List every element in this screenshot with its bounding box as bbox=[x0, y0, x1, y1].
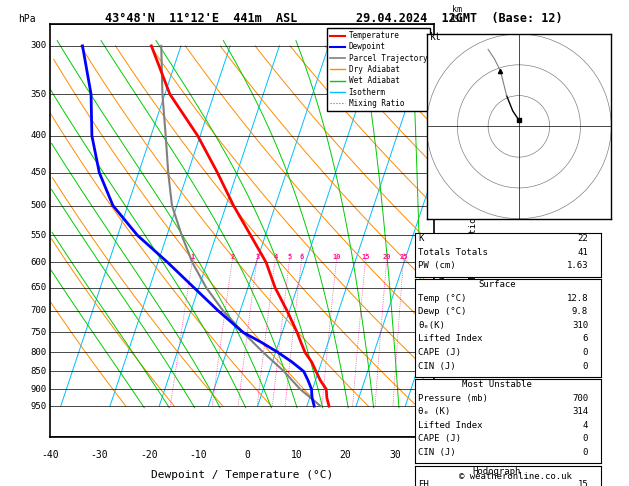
Text: 0: 0 bbox=[244, 450, 250, 460]
Text: hPa: hPa bbox=[18, 14, 36, 24]
Text: 5: 5 bbox=[287, 254, 292, 260]
Text: 6: 6 bbox=[299, 254, 304, 260]
Text: 750: 750 bbox=[30, 328, 47, 337]
Text: Totals Totals: Totals Totals bbox=[418, 248, 488, 257]
Text: 3: 3 bbox=[255, 254, 259, 260]
Text: 314: 314 bbox=[572, 407, 588, 417]
Text: Temp (°C): Temp (°C) bbox=[418, 294, 467, 303]
Text: 400: 400 bbox=[30, 131, 47, 140]
Text: 1: 1 bbox=[438, 385, 443, 394]
Text: 4: 4 bbox=[582, 421, 588, 430]
Text: 20: 20 bbox=[340, 450, 352, 460]
Text: 900: 900 bbox=[30, 385, 47, 394]
Text: 600: 600 bbox=[30, 258, 47, 267]
Text: CAPE (J): CAPE (J) bbox=[418, 434, 461, 444]
Text: 800: 800 bbox=[30, 348, 47, 357]
Text: 15: 15 bbox=[577, 480, 588, 486]
Text: 1.63: 1.63 bbox=[567, 261, 588, 271]
Legend: Temperature, Dewpoint, Parcel Trajectory, Dry Adiabat, Wet Adiabat, Isotherm, Mi: Temperature, Dewpoint, Parcel Trajectory… bbox=[326, 28, 430, 111]
Text: 9.8: 9.8 bbox=[572, 307, 588, 316]
Text: 2: 2 bbox=[231, 254, 235, 260]
Text: 5: 5 bbox=[438, 242, 443, 251]
Text: 4: 4 bbox=[273, 254, 277, 260]
Text: Mixing Ratio (g/kg): Mixing Ratio (g/kg) bbox=[469, 180, 478, 282]
Text: Surface: Surface bbox=[478, 280, 516, 289]
Text: 850: 850 bbox=[30, 367, 47, 376]
Text: -30: -30 bbox=[91, 450, 108, 460]
Text: 10: 10 bbox=[291, 450, 303, 460]
Text: 700: 700 bbox=[572, 394, 588, 403]
Text: 0: 0 bbox=[582, 448, 588, 457]
Text: 4: 4 bbox=[438, 273, 443, 282]
Text: 0: 0 bbox=[582, 362, 588, 371]
Text: 22: 22 bbox=[577, 234, 588, 243]
Text: 950: 950 bbox=[30, 401, 47, 411]
Text: 8: 8 bbox=[438, 41, 443, 51]
Text: -10: -10 bbox=[189, 450, 207, 460]
Text: 700: 700 bbox=[30, 306, 47, 315]
Text: EH: EH bbox=[418, 480, 429, 486]
Text: -20: -20 bbox=[140, 450, 158, 460]
Text: 310: 310 bbox=[572, 321, 588, 330]
Text: 15: 15 bbox=[362, 254, 370, 260]
Text: K: K bbox=[418, 234, 424, 243]
Text: 450: 450 bbox=[30, 168, 47, 177]
Text: Dewp (°C): Dewp (°C) bbox=[418, 307, 467, 316]
Text: 650: 650 bbox=[30, 283, 47, 292]
Text: Pressure (mb): Pressure (mb) bbox=[418, 394, 488, 403]
Text: LCL: LCL bbox=[435, 388, 450, 397]
Text: θₑ (K): θₑ (K) bbox=[418, 407, 450, 417]
Text: -40: -40 bbox=[42, 450, 59, 460]
Text: 41: 41 bbox=[577, 248, 588, 257]
Text: Most Unstable: Most Unstable bbox=[462, 380, 532, 389]
Text: Hodograph: Hodograph bbox=[473, 467, 521, 476]
Text: θₑ(K): θₑ(K) bbox=[418, 321, 445, 330]
Text: 550: 550 bbox=[30, 231, 47, 240]
Text: 0: 0 bbox=[582, 348, 588, 357]
Text: 6: 6 bbox=[582, 334, 588, 344]
Text: Dewpoint / Temperature (°C): Dewpoint / Temperature (°C) bbox=[151, 470, 333, 481]
Text: PW (cm): PW (cm) bbox=[418, 261, 456, 271]
Text: 350: 350 bbox=[30, 89, 47, 99]
Text: CIN (J): CIN (J) bbox=[418, 362, 456, 371]
Text: CAPE (J): CAPE (J) bbox=[418, 348, 461, 357]
Text: © weatheronline.co.uk: © weatheronline.co.uk bbox=[459, 472, 572, 481]
Text: 0: 0 bbox=[582, 434, 588, 444]
Text: 1: 1 bbox=[191, 254, 195, 260]
Text: 25: 25 bbox=[399, 254, 408, 260]
Text: 12.8: 12.8 bbox=[567, 294, 588, 303]
Text: km
ASL: km ASL bbox=[450, 5, 465, 24]
Text: 6: 6 bbox=[438, 195, 443, 204]
Text: 2: 2 bbox=[438, 344, 443, 353]
Text: 20: 20 bbox=[382, 254, 391, 260]
Text: 10: 10 bbox=[333, 254, 341, 260]
Text: CIN (J): CIN (J) bbox=[418, 448, 456, 457]
Text: 30: 30 bbox=[389, 450, 401, 460]
Text: 7: 7 bbox=[438, 139, 443, 148]
Text: 43°48'N  11°12'E  441m  ASL: 43°48'N 11°12'E 441m ASL bbox=[105, 12, 298, 25]
Text: Lifted Index: Lifted Index bbox=[418, 421, 483, 430]
Text: Lifted Index: Lifted Index bbox=[418, 334, 483, 344]
Text: 29.04.2024  12GMT  (Base: 12): 29.04.2024 12GMT (Base: 12) bbox=[356, 12, 562, 25]
Text: kt: kt bbox=[430, 32, 442, 42]
Text: 3: 3 bbox=[438, 306, 443, 315]
Text: 300: 300 bbox=[30, 41, 47, 51]
Text: 500: 500 bbox=[30, 201, 47, 210]
